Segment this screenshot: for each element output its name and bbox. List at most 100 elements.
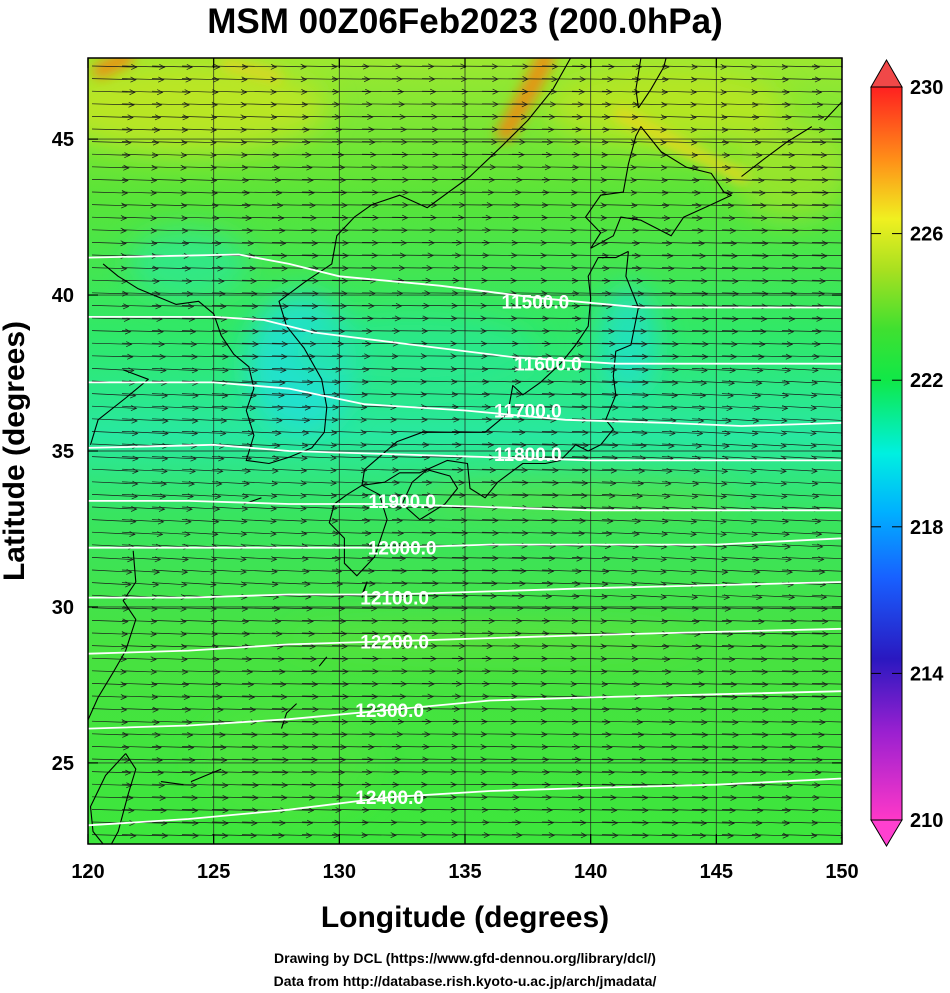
wind-vector <box>451 391 490 398</box>
wind-vector <box>451 340 488 347</box>
wind-vector <box>211 164 249 171</box>
wind-vector <box>211 757 259 763</box>
wind-vector <box>451 743 487 750</box>
wind-vector <box>421 479 465 486</box>
contour-label: 11700.0 <box>494 401 562 422</box>
wind-vector <box>721 76 758 83</box>
wind-vector <box>451 567 499 574</box>
wind-vector <box>151 240 190 247</box>
wind-vector <box>601 240 640 247</box>
wind-vector <box>481 302 517 309</box>
wind-vector <box>601 706 643 713</box>
wind-vector <box>541 265 578 272</box>
wind-vector <box>571 769 615 776</box>
wind-vector <box>91 631 128 637</box>
wind-vector <box>541 366 586 373</box>
wind-vector <box>571 340 616 347</box>
wind-vector <box>241 139 279 146</box>
wind-vector <box>271 668 318 675</box>
wind-vector <box>421 239 463 246</box>
wind-vector <box>481 479 529 486</box>
field-anomaly <box>88 62 329 153</box>
wind-vector <box>301 429 338 436</box>
wind-vector <box>391 756 429 763</box>
wind-vector <box>331 630 379 637</box>
wind-vector <box>331 668 379 675</box>
field-anomaly <box>128 228 249 299</box>
wind-vector <box>601 819 649 826</box>
wind-vector <box>241 164 281 171</box>
wind-vector <box>421 290 459 297</box>
wind-vector <box>811 569 842 572</box>
wind-vector <box>661 265 707 272</box>
wind-vector <box>241 379 286 386</box>
wind-vector <box>721 643 767 650</box>
wind-vector <box>481 618 523 624</box>
wind-vector <box>721 757 768 764</box>
wind-vector <box>601 719 644 726</box>
wind-vector <box>571 832 619 839</box>
wind-vector <box>421 668 464 675</box>
wind-vector <box>361 568 407 574</box>
wind-vector <box>331 517 371 524</box>
wind-vector <box>811 267 842 269</box>
wind-vector <box>811 353 842 360</box>
wind-vector <box>751 215 799 222</box>
wind-vector <box>211 189 250 196</box>
wind-vector <box>601 367 649 373</box>
wind-vector <box>121 89 164 96</box>
wind-vector <box>451 832 491 839</box>
wind-vector <box>121 64 166 70</box>
x-tick-label: 140 <box>574 861 607 883</box>
wind-vector <box>571 555 611 562</box>
wind-vector <box>151 341 198 348</box>
wind-vector <box>271 417 311 424</box>
wind-vector <box>271 202 316 209</box>
wind-vector <box>511 379 554 386</box>
wind-vector <box>91 64 138 70</box>
chart-title: MSM 00Z06Feb2023 (200.0hPa) <box>207 2 723 41</box>
wind-vector <box>451 769 487 775</box>
x-tick: 130 <box>323 58 356 883</box>
wind-vector <box>331 290 376 297</box>
wind-vector <box>691 744 739 751</box>
wind-vector <box>421 680 463 687</box>
wind-vector <box>151 832 199 839</box>
wind-vector <box>271 656 317 662</box>
wind-vector <box>571 63 615 70</box>
wind-vector <box>691 706 739 713</box>
wind-vector <box>391 769 429 776</box>
wind-vector <box>721 820 763 827</box>
wind-vector <box>361 555 407 562</box>
wind-vector <box>121 681 158 688</box>
wind-vector <box>181 757 228 764</box>
wind-vector <box>151 190 187 196</box>
wind-vector <box>151 76 192 83</box>
wind-vector <box>811 103 842 105</box>
wind-vector <box>91 769 132 776</box>
wind-vector <box>91 89 136 96</box>
wind-vector <box>361 655 409 662</box>
wind-vector <box>241 630 283 637</box>
wind-vector <box>361 239 408 246</box>
coastline <box>823 101 842 121</box>
wind-vector <box>481 416 525 423</box>
wind-vector <box>601 265 642 272</box>
wind-vector <box>661 63 698 70</box>
wind-vector <box>121 341 165 348</box>
wind-vector <box>421 328 457 334</box>
wind-vector <box>421 265 461 271</box>
wind-vector <box>301 605 346 612</box>
wind-vector <box>421 743 458 750</box>
wind-vector <box>511 177 551 183</box>
wind-vector <box>811 166 842 168</box>
wind-vector <box>511 731 548 738</box>
wind-vector <box>601 769 647 776</box>
wind-vector <box>451 794 488 801</box>
wind-vector <box>301 76 339 83</box>
wind-vector <box>541 151 580 158</box>
wind-vector <box>781 820 819 826</box>
wind-vector <box>631 643 670 650</box>
wind-vector <box>661 101 697 108</box>
wind-vector <box>241 101 277 108</box>
